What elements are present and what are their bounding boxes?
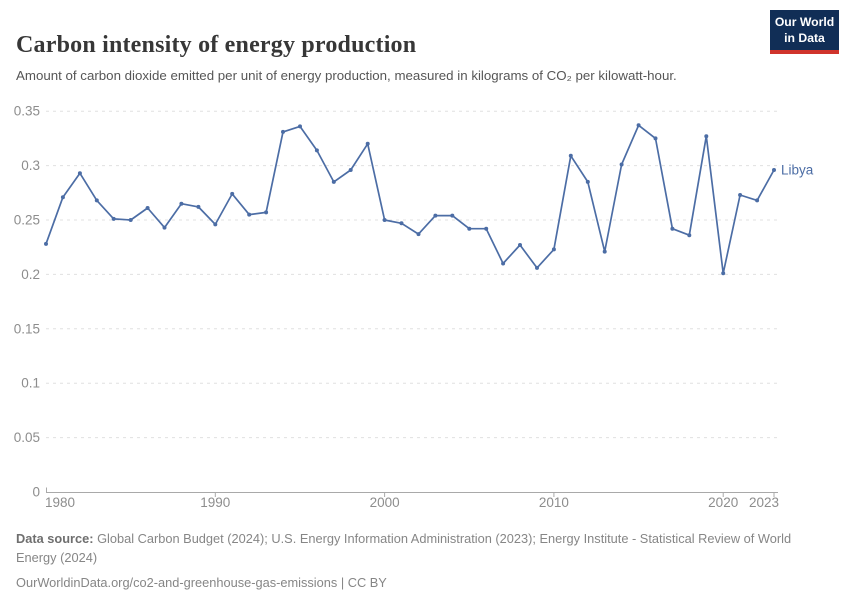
chart-footer: Data source: Global Carbon Budget (2024)… [16,529,834,593]
data-point [399,221,404,226]
data-point [298,124,302,129]
data-point [331,179,336,184]
data-point [602,249,607,254]
y-axis-tick-label: 0 [32,485,40,500]
data-point [94,198,99,203]
data-point [162,225,167,230]
x-axis-tick-label: 2010 [539,495,569,510]
chart-title: Carbon intensity of energy production [16,32,417,59]
data-point [450,213,455,218]
data-point [348,168,353,172]
data-point [365,141,370,146]
data-point [568,153,573,158]
data-point [60,195,65,200]
data-point [196,204,201,209]
data-point [619,162,624,167]
chart-subtitle: Amount of carbon dioxide emitted per uni… [16,68,677,84]
y-axis-tick-label: 0.15 [14,321,40,336]
data-point [281,129,285,134]
data-point [653,136,658,141]
data-point [721,271,726,276]
y-axis-tick-label: 0.1 [21,376,40,391]
owid-logo-line1: Our World [774,15,835,29]
y-axis-tick-label: 0.35 [14,104,40,119]
data-point [535,265,539,270]
x-axis-tick-label: 2020 [708,495,738,510]
data-point [230,191,235,196]
chart-canvas: 0 0.05 0.1 0.15 0.2 0.25 0.3 0.35 1980 1990 2000 20… [14,104,814,510]
data-point [484,226,489,231]
line-series-libya [45,124,775,275]
data-source-line: Data source: Global Carbon Budget (2024)… [16,529,794,567]
data-point [433,213,438,218]
data-point [467,226,472,231]
owid-logo: Our World in Data [770,10,839,55]
y-axis-tick-label: 0.2 [21,267,40,282]
data-point [111,216,116,221]
data-source-label: Data source: [16,531,94,546]
data-point [382,218,387,222]
data-point [314,148,319,153]
data-point [687,233,692,238]
data-point [636,123,641,128]
y-axis-tick-label: 0.05 [14,430,40,445]
data-point [670,226,675,231]
series-end-label: Libya [781,162,814,177]
data-point [213,222,218,227]
data-point [518,243,522,247]
data-point [44,241,48,246]
data-point [738,193,743,197]
data-point [501,261,506,266]
data-point [704,134,709,139]
data-point [179,201,184,206]
x-axis-tick-label: 2023 [749,495,779,510]
data-point [416,232,421,237]
data-point [247,212,252,217]
owid-logo-line2: in Data [784,30,825,45]
y-axis-tick-label: 0.25 [14,213,40,228]
data-point [264,210,269,215]
data-point [551,247,556,252]
data-point [585,179,590,184]
data-point [755,198,760,203]
data-point [128,218,133,222]
x-axis-tick-label: 1990 [200,495,230,510]
data-point [77,171,82,176]
data-point [772,168,776,172]
x-axis-tick-label: 2000 [370,495,400,510]
data-source-text: Global Carbon Budget (2024); U.S. Energy… [16,531,792,566]
y-axis-tick-label: 0.3 [21,158,40,173]
x-axis-tick-label: 1980 [45,495,75,510]
data-point [145,206,150,210]
owid-cc-link[interactable]: OurWorldinData.org/co2-and-greenhouse-ga… [16,575,387,591]
